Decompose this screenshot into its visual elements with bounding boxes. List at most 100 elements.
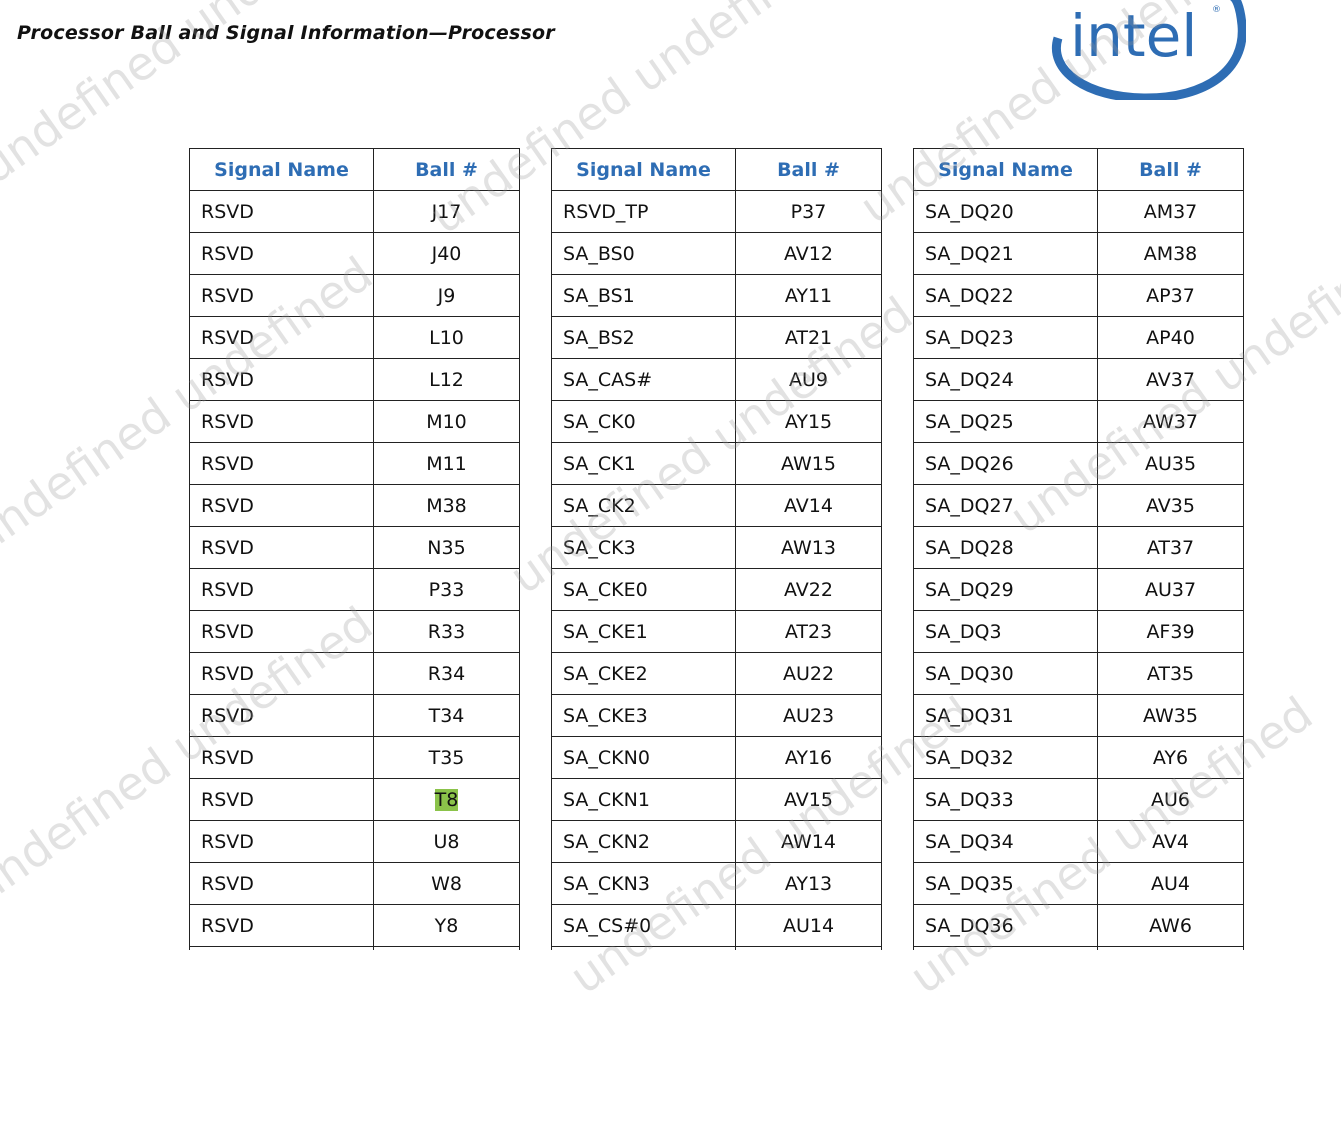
table-row: SA_CK0 AY15 — [551, 400, 882, 443]
table-row: SA_DQ32 AY6 — [913, 736, 1244, 779]
ball-cell: AW15 — [735, 442, 882, 485]
ball-cell: AU23 — [735, 694, 882, 737]
signal-name-cell: SA_CS#0 — [551, 904, 736, 947]
header-ball: Ball # — [1097, 148, 1244, 191]
ball-value: AW14 — [781, 830, 836, 853]
table-row: SA_CS#0 AU14 — [551, 904, 882, 947]
ball-cell: AV15 — [735, 778, 882, 821]
signal-name-cell: RSVD — [189, 232, 374, 275]
table-row: RSVD L10 — [189, 316, 520, 359]
signal-name-cell: SA_CKN3 — [551, 862, 736, 905]
page-title: Processor Ball and Signal Information—Pr… — [17, 22, 555, 44]
ball-cell: W8 — [373, 862, 520, 905]
table-row: RSVD N35 — [189, 526, 520, 569]
ball-value: AT23 — [784, 620, 833, 643]
table-row: RSVD L12 — [189, 358, 520, 401]
signal-name-cell: RSVD — [189, 820, 374, 863]
ball-value: AY11 — [784, 284, 833, 307]
ball-cell: AU4 — [1097, 862, 1244, 905]
tables-area: Signal Name Ball # RSVD J17 RSVD J40 RSVD J9 RSV… — [189, 148, 1244, 950]
signal-name-cell: SA_CKE2 — [551, 652, 736, 695]
signal-name-cell: RSVD — [189, 442, 374, 485]
ball-cell: Y8 — [373, 904, 520, 947]
table-header-row: Signal Name Ball # — [189, 148, 520, 191]
signal-name-cell: RSVD — [189, 484, 374, 527]
ball-value: AV15 — [784, 788, 833, 811]
ball-value: AU37 — [1144, 578, 1197, 601]
table-row: SA_BS1 AY11 — [551, 274, 882, 317]
signal-name-cell: SA_DQ33 — [913, 778, 1098, 821]
svg-text:®: ® — [1212, 5, 1221, 15]
table-row: SA_DQ24 AV37 — [913, 358, 1244, 401]
table-row: RSVD U8 — [189, 820, 520, 863]
signal-name-cell: SA_CK0 — [551, 400, 736, 443]
ball-value: M38 — [426, 494, 467, 517]
ball-cell: AU6 — [1097, 778, 1244, 821]
table-row: SA_BS0 AV12 — [551, 232, 882, 275]
ball-table-2: Signal Name Ball # RSVD_TP P37 SA_BS0 AV12 SA_… — [551, 148, 882, 950]
signal-name-cell: SA_CKE0 — [551, 568, 736, 611]
ball-cell: AY6 — [1097, 736, 1244, 779]
table-row: RSVD W8 — [189, 862, 520, 905]
svg-text:intel: intel — [1070, 2, 1197, 70]
ball-cell: AT21 — [735, 316, 882, 359]
cell — [913, 946, 1098, 950]
ball-value: P37 — [790, 200, 827, 223]
signal-name-cell: SA_DQ30 — [913, 652, 1098, 695]
ball-cell: AT35 — [1097, 652, 1244, 695]
signal-name-cell: SA_CKE3 — [551, 694, 736, 737]
table-row: SA_CKE0 AV22 — [551, 568, 882, 611]
table-row: SA_DQ27 AV35 — [913, 484, 1244, 527]
ball-value: AM37 — [1143, 200, 1198, 223]
ball-cell: T34 — [373, 694, 520, 737]
ball-cell: AF39 — [1097, 610, 1244, 653]
ball-cell: L12 — [373, 358, 520, 401]
table-row: SA_DQ26 AU35 — [913, 442, 1244, 485]
signal-name-cell: RSVD — [189, 358, 374, 401]
table-row: SA_DQ34 AV4 — [913, 820, 1244, 863]
ball-cell: J9 — [373, 274, 520, 317]
ball-value: AF39 — [1146, 620, 1195, 643]
signal-name-cell: SA_DQ26 — [913, 442, 1098, 485]
ball-cell: AT37 — [1097, 526, 1244, 569]
signal-name-cell: RSVD — [189, 694, 374, 737]
table-row: SA_CKN3 AY13 — [551, 862, 882, 905]
table-row: SA_BS2 AT21 — [551, 316, 882, 359]
ball-value: AU22 — [782, 662, 835, 685]
signal-name-cell: RSVD — [189, 862, 374, 905]
ball-value: AV22 — [784, 578, 833, 601]
table-header-row: Signal Name Ball # — [551, 148, 882, 191]
ball-cell: M38 — [373, 484, 520, 527]
table-row: RSVD J40 — [189, 232, 520, 275]
ball-cell: R33 — [373, 610, 520, 653]
ball-cell: AT23 — [735, 610, 882, 653]
ball-value: U8 — [433, 830, 460, 853]
ball-cell: AV12 — [735, 232, 882, 275]
ball-value: AP37 — [1146, 284, 1195, 307]
ball-cell: AU14 — [735, 904, 882, 947]
table-row: SA_CKN1 AV15 — [551, 778, 882, 821]
header-ball: Ball # — [373, 148, 520, 191]
table-row: SA_CKE1 AT23 — [551, 610, 882, 653]
signal-name-cell: SA_CK3 — [551, 526, 736, 569]
ball-value: P33 — [428, 578, 465, 601]
ball-cell: AU37 — [1097, 568, 1244, 611]
table-row: SA_CK1 AW15 — [551, 442, 882, 485]
table-row: RSVD T34 — [189, 694, 520, 737]
signal-name-cell: RSVD — [189, 274, 374, 317]
ball-cell: AW37 — [1097, 400, 1244, 443]
table-row: SA_DQ20 AM37 — [913, 190, 1244, 233]
signal-name-cell: RSVD_TP — [551, 190, 736, 233]
ball-value: AT35 — [1146, 662, 1195, 685]
ball-cell: T8 — [373, 778, 520, 821]
ball-value: AW15 — [781, 452, 836, 475]
table-row-cut — [913, 946, 1244, 950]
header-signal-name: Signal Name — [551, 148, 736, 191]
cell — [1097, 946, 1244, 950]
table-row: RSVD R34 — [189, 652, 520, 695]
table-row: RSVD T8 — [189, 778, 520, 821]
table-row: SA_CK3 AW13 — [551, 526, 882, 569]
ball-cell: U8 — [373, 820, 520, 863]
signal-name-cell: RSVD — [189, 736, 374, 779]
ball-value: Y8 — [434, 914, 459, 937]
